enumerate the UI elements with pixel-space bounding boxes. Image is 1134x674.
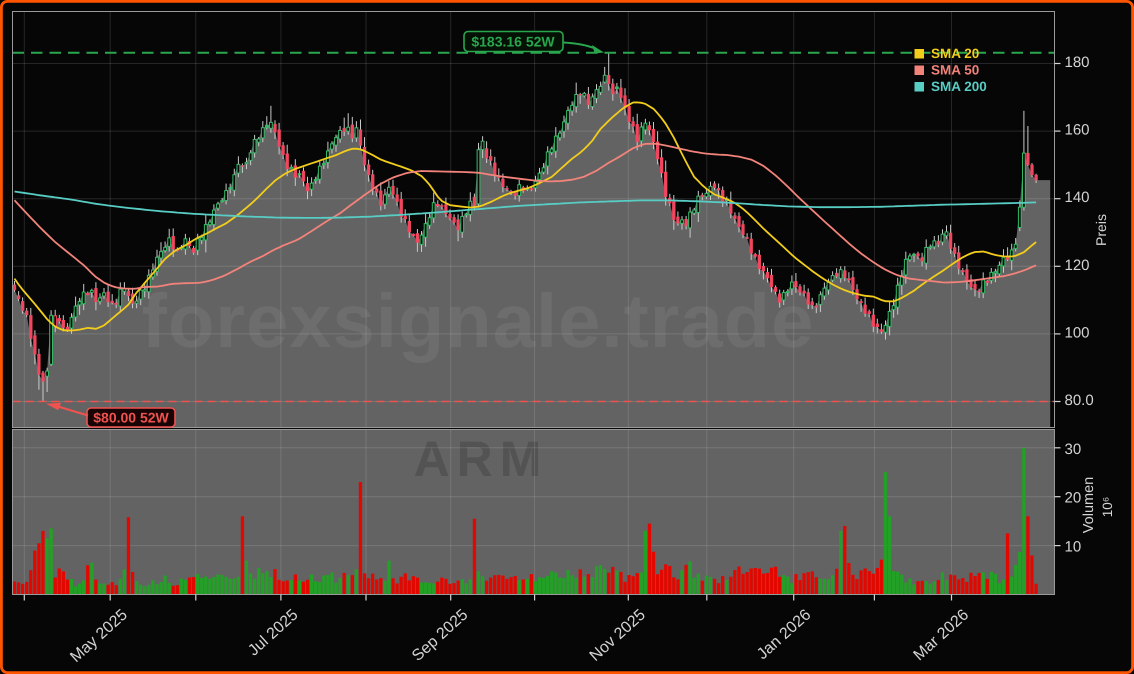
svg-text:SMA 50: SMA 50 (931, 63, 979, 78)
svg-text:10: 10 (1065, 539, 1082, 556)
svg-text:Volumen: Volumen (1081, 477, 1097, 533)
svg-text:140: 140 (1065, 189, 1090, 206)
svg-text:160: 160 (1065, 122, 1090, 139)
svg-text:120: 120 (1065, 257, 1090, 274)
svg-text:SMA 20: SMA 20 (931, 46, 979, 61)
svg-text:SMA 200: SMA 200 (931, 79, 987, 94)
svg-text:20: 20 (1065, 490, 1082, 507)
svg-text:30: 30 (1065, 441, 1082, 458)
svg-text:forexsignale.trade: forexsignale.trade (142, 279, 815, 364)
svg-text:80.0: 80.0 (1065, 392, 1094, 409)
svg-text:ARM: ARM (414, 431, 549, 487)
svg-text:$80.00 52W: $80.00 52W (93, 410, 169, 426)
svg-text:100: 100 (1065, 324, 1090, 341)
svg-text:Preis: Preis (1093, 214, 1109, 246)
svg-text:$183.16 52W: $183.16 52W (471, 34, 555, 50)
svg-text:180: 180 (1065, 54, 1090, 71)
svg-text:10⁶: 10⁶ (1100, 497, 1115, 518)
